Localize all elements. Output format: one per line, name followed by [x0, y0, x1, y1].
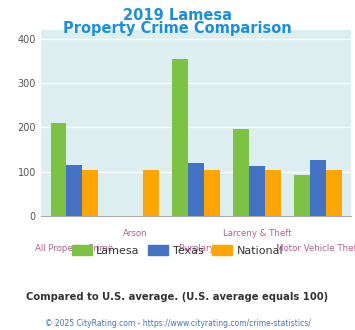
- Text: Compared to U.S. average. (U.S. average equals 100): Compared to U.S. average. (U.S. average …: [26, 292, 329, 302]
- Bar: [188, 163, 204, 216]
- Bar: [249, 166, 265, 216]
- Bar: [204, 170, 220, 216]
- Legend: Lamesa, Texas, National: Lamesa, Texas, National: [67, 241, 288, 260]
- Text: 2019 Lamesa: 2019 Lamesa: [123, 8, 232, 23]
- Text: All Property Crime: All Property Crime: [35, 244, 113, 253]
- Text: Burglary: Burglary: [178, 244, 214, 253]
- Bar: [310, 160, 326, 216]
- Bar: [326, 170, 342, 216]
- Bar: [66, 165, 82, 216]
- Bar: [265, 170, 281, 216]
- Bar: [173, 58, 188, 216]
- Bar: [143, 170, 159, 216]
- Bar: [82, 170, 98, 216]
- Text: © 2025 CityRating.com - https://www.cityrating.com/crime-statistics/: © 2025 CityRating.com - https://www.city…: [45, 319, 310, 328]
- Text: Motor Vehicle Theft: Motor Vehicle Theft: [276, 244, 355, 253]
- Text: Larceny & Theft: Larceny & Theft: [223, 229, 291, 238]
- Bar: [50, 123, 66, 216]
- Bar: [294, 175, 310, 216]
- Bar: [233, 129, 249, 216]
- Text: Property Crime Comparison: Property Crime Comparison: [63, 21, 292, 36]
- Text: Arson: Arson: [123, 229, 148, 238]
